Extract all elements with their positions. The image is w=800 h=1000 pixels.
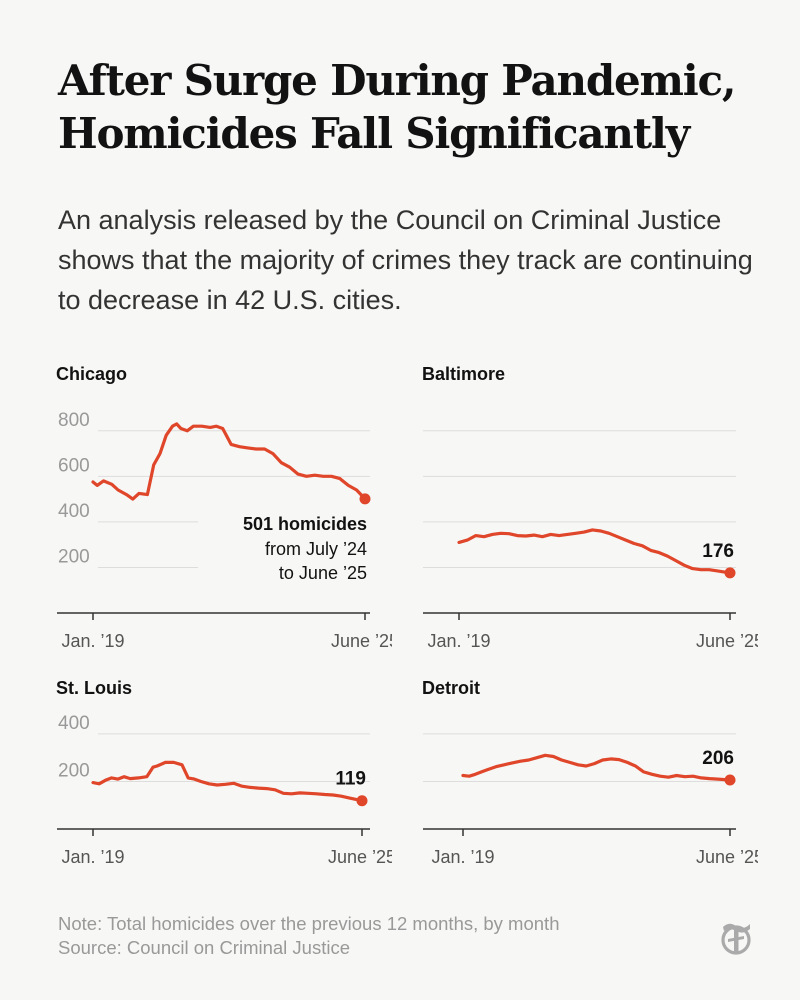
detroit-last-value-label: 206 — [702, 748, 734, 769]
st-louis-y-tick-label: 400 — [58, 713, 90, 734]
st-louis-x-tick-label: June ’25 — [328, 847, 392, 867]
st-louis-panel-title: St. Louis — [56, 678, 132, 698]
chicago-y-tick-label: 800 — [58, 410, 90, 431]
chicago-x-tick-label: June ’25 — [331, 631, 392, 651]
baltimore-x-tick-label: June ’25 — [696, 631, 758, 651]
baltimore-last-value-label: 176 — [702, 541, 734, 562]
chicago-x-tick-label: Jan. ’19 — [61, 631, 124, 651]
detroit-panel-title: Detroit — [422, 678, 480, 698]
baltimore-last-point — [724, 567, 736, 579]
chicago-last-point — [359, 493, 371, 505]
chicago-annotation-line: from July ’24 — [265, 539, 367, 559]
detroit-chart: Detroit Jan. ’19 June ’25 206 — [422, 678, 758, 867]
chart-footer: Note: Total homicides over the previous … — [58, 912, 718, 960]
nyt-t-logo-icon — [721, 923, 751, 955]
footnote: Note: Total homicides over the previous … — [58, 913, 560, 934]
st-louis-series-line — [91, 760, 364, 803]
chicago-panel-title: Chicago — [56, 364, 127, 384]
chicago-y-tick-label: 400 — [58, 501, 90, 522]
chicago-annotation-line: to June ’25 — [279, 563, 367, 583]
baltimore-panel-title: Baltimore — [422, 364, 505, 384]
chart-subtitle: An analysis released by the Council on C… — [58, 205, 753, 315]
detroit-series-line — [461, 753, 732, 782]
chart-title: After Surge During Pandemic, Homicides F… — [58, 56, 737, 158]
st-louis-x-tick-label: Jan. ’19 — [61, 847, 124, 867]
chicago-last-value-label: 501 homicides — [243, 514, 367, 534]
detroit-x-tick-label: June ’25 — [696, 847, 758, 867]
baltimore-chart: Baltimore Jan. ’19 June ’25 176 — [422, 364, 758, 651]
chicago-label-backdrop — [198, 508, 373, 588]
chicago-y-tick-label: 600 — [58, 455, 90, 476]
baltimore-x-tick-label: Jan. ’19 — [427, 631, 490, 651]
st-louis-chart: St. Louis 200 400 Jan. ’19 June ’25 119 — [56, 678, 392, 867]
detroit-x-tick-label: Jan. ’19 — [431, 847, 494, 867]
chicago-y-tick-label: 200 — [58, 546, 90, 567]
st-louis-last-value-label: 119 — [335, 769, 366, 790]
chicago-chart: Chicago 200 400 600 800 Jan. ’19 June ’25 501 h… — [56, 364, 392, 651]
st-louis-y-tick-label: 200 — [58, 760, 90, 781]
detroit-last-point — [724, 774, 736, 786]
st-louis-last-point — [356, 795, 368, 807]
chicago-series-line — [91, 422, 367, 501]
source-note: Source: Council on Criminal Justice — [58, 937, 351, 958]
baltimore-series-line — [457, 528, 732, 575]
